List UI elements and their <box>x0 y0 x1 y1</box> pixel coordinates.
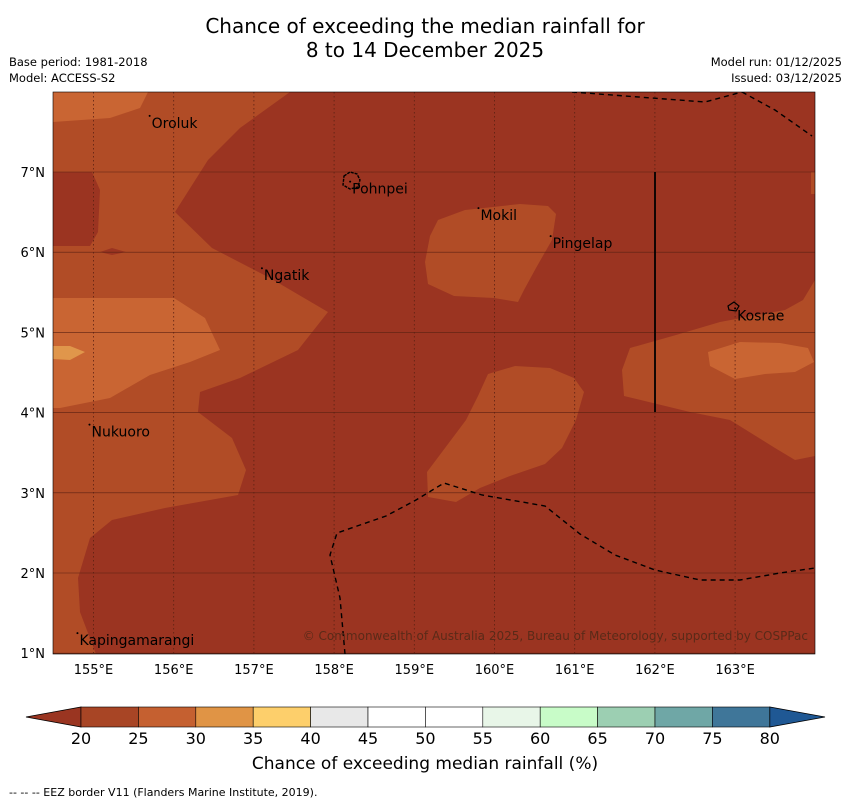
issued-date: Issued: 03/12/2025 <box>731 71 842 85</box>
lat-tick-label: 3°N <box>21 487 46 502</box>
field-west-25-30 <box>53 92 328 654</box>
eez-border-south <box>329 482 815 654</box>
colorbar-tick-label: 25 <box>128 729 149 748</box>
lat-tick-label: 1°N <box>21 647 46 662</box>
lat-tick-label: 7°N <box>21 166 46 181</box>
map-title-line2: 8 to 14 December 2025 <box>305 38 545 62</box>
field-east-30-35 <box>708 342 814 379</box>
gridlines <box>53 92 815 654</box>
field-west-35-40 <box>53 346 85 360</box>
eez-borders <box>329 92 815 654</box>
lon-tick-label: 161°E <box>555 663 595 678</box>
colorbar-tick-label: 80 <box>759 729 780 748</box>
place-marker <box>477 207 480 210</box>
field-west-30-35-top <box>53 92 148 122</box>
colorbar-bin <box>138 706 197 728</box>
lon-tick-label: 163°E <box>715 663 755 678</box>
map-title-line1: Chance of exceeding the median rainfall … <box>205 14 645 38</box>
colorbar-bin <box>367 706 426 728</box>
colorbar-bin <box>80 706 139 728</box>
colorbar-bin <box>712 706 771 728</box>
place-marker <box>549 235 552 238</box>
place-marker <box>734 307 737 310</box>
place-marker <box>148 114 151 117</box>
colorbar-bin <box>597 706 656 728</box>
lon-tick-label: 162°E <box>635 663 675 678</box>
lat-tick-label: 5°N <box>21 326 46 341</box>
colorbar-bin <box>252 706 311 728</box>
colorbar-tick-label: 60 <box>530 729 551 748</box>
lon-tick-label: 157°E <box>234 663 274 678</box>
field-mokil-25-30 <box>425 204 556 302</box>
field-south-central-25-30 <box>427 366 584 502</box>
place-marker <box>88 423 91 426</box>
lon-tick-label: 159°E <box>395 663 435 678</box>
axis-labels: 155°E 156°E 157°E 158°E 159°E 160°E 161°E 162°E… <box>21 166 755 678</box>
colorbar-bin <box>425 706 484 728</box>
lon-tick-label: 155°E <box>74 663 114 678</box>
colorbar-tick-label: 20 <box>70 729 92 748</box>
colorbar-tick-label: 75 <box>702 729 723 748</box>
field-east-edge <box>811 172 815 194</box>
place-label-kosrae: Kosrae <box>737 308 784 324</box>
colorbar-over-arrow <box>769 706 826 728</box>
colorbar-tick-label: 55 <box>472 729 493 748</box>
model-run: Model run: 01/12/2025 <box>710 55 842 69</box>
place-label-kapingamarangi: Kapingamarangi <box>79 633 194 649</box>
colorbar-label: Chance of exceeding median rainfall (%) <box>251 754 599 774</box>
place-label-mokil: Mokil <box>480 208 517 224</box>
place-marker <box>349 180 352 183</box>
colorbar-tick-label: 45 <box>357 729 379 748</box>
lon-tick-label: 158°E <box>314 663 354 678</box>
lon-tick-label: 156°E <box>154 663 194 678</box>
colorbar-bin <box>310 706 369 728</box>
lat-tick-label: 6°N <box>21 246 46 261</box>
place-label-oroluk: Oroluk <box>152 116 199 132</box>
colorbar-tick-label: 70 <box>644 729 666 748</box>
colorbar-under-arrow <box>25 706 82 728</box>
colorbar-tick-label: 65 <box>587 729 608 748</box>
copyright-notice: © Commonwealth of Australia 2025, Bureau… <box>303 629 808 643</box>
kosrae-island-outline <box>727 301 740 312</box>
place-marker <box>260 267 263 270</box>
eez-border-north <box>571 92 813 137</box>
base-period: Base period: 1981-2018 <box>9 55 148 69</box>
field-dark-sliver <box>100 248 126 255</box>
colorbar-bin <box>195 706 254 728</box>
colorbar-tick-label: 40 <box>300 729 321 748</box>
model-name: Model: ACCESS-S2 <box>9 71 116 85</box>
probability-fields <box>53 92 815 654</box>
colorbar-tick-label: 50 <box>415 729 436 748</box>
field-west-30-35 <box>53 298 220 408</box>
place-label-nukuoro: Nukuoro <box>91 425 149 441</box>
lon-tick-label: 160°E <box>475 663 515 678</box>
eez-legend-note: -- -- -- EEZ border V11 (Flanders Marine… <box>9 786 318 799</box>
place-marker <box>76 632 79 635</box>
field-nw-20-25 <box>53 172 100 246</box>
colorbar-tick-label: 30 <box>185 729 206 748</box>
map-frame <box>52 91 816 655</box>
colorbar-bin <box>539 706 598 728</box>
colorbar-bin <box>482 706 541 728</box>
place-label-pohnpei: Pohnpei <box>352 182 408 198</box>
pohnpei-island-outline <box>342 171 361 190</box>
colorbar-tick-label: 35 <box>243 729 264 748</box>
place-label-pingelap: Pingelap <box>553 236 613 252</box>
place-labels: Oroluk Pohnpei Mokil Pingelap Ngatik Kosrae Nu… <box>76 114 784 649</box>
lat-tick-label: 4°N <box>21 407 46 422</box>
place-label-ngatik: Ngatik <box>264 268 310 284</box>
colorbar <box>25 706 826 728</box>
colorbar-bin <box>654 706 713 728</box>
lat-tick-label: 2°N <box>21 567 46 582</box>
